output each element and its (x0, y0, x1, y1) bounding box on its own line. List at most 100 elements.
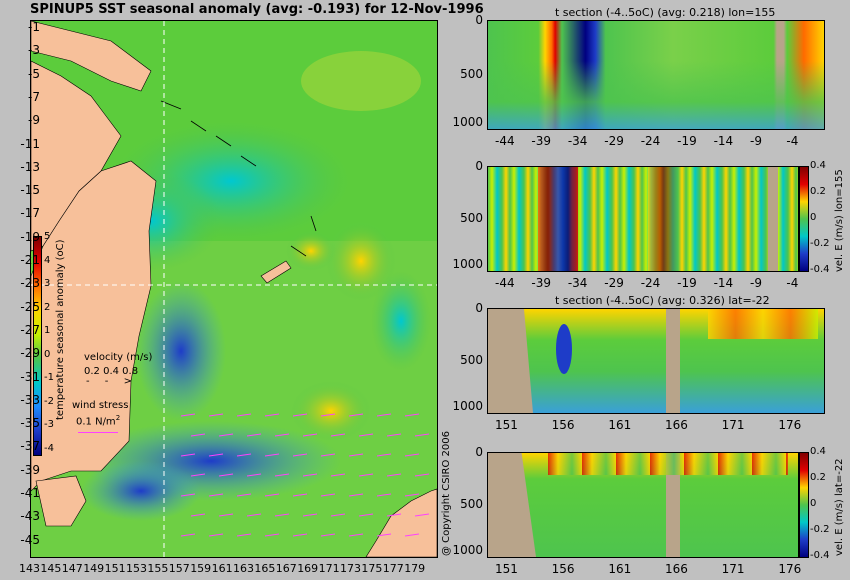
map-lat-tick: -43 (20, 509, 40, 524)
section-y-tick: 0 (475, 13, 483, 27)
map-lon-tick: 147 (61, 562, 83, 575)
map-colorbar-tick: 0 (44, 348, 51, 360)
section4-plot (487, 452, 799, 558)
section-x-tick: 176 (778, 562, 802, 576)
sst-map (30, 20, 438, 558)
wind-arrow (236, 453, 252, 457)
wind-arrow (302, 473, 318, 477)
section-x-tick: -4 (786, 276, 799, 290)
section-colorbar-tick: -0.4 (810, 550, 830, 561)
map-colorbar-tick: -2 (44, 395, 54, 407)
section-x-tick: 166 (665, 418, 688, 432)
section-x-tick: -29 (604, 276, 624, 290)
section-y-tick: 1000 (452, 543, 483, 557)
wind-arrow (386, 473, 402, 477)
map-lon-tick: 155 (147, 562, 169, 575)
wind-arrow (264, 453, 280, 457)
map-lat-tick: -25 (20, 299, 40, 314)
map-lon-tick: 171 (318, 562, 340, 575)
section-x-tick: -14 (713, 276, 734, 290)
velocity-label: velocity (m/s) (84, 352, 153, 363)
wind-arrow (386, 433, 402, 437)
map-lat-tick: -37 (20, 439, 40, 454)
map-lat-tick: -1 (28, 20, 40, 34)
wind-arrow (348, 453, 364, 457)
map-lon-tick: 159 (190, 562, 212, 575)
map-lat-tick: -9 (28, 113, 40, 128)
map-lon-tick: 177 (382, 562, 404, 575)
wind-arrow (404, 453, 420, 457)
sst-map-canvas (31, 21, 437, 557)
section-x-tick: 176 (778, 418, 802, 432)
map-colorbar (33, 236, 42, 456)
section-x-tick: 161 (608, 418, 632, 432)
section2-plot (487, 166, 799, 272)
map-colorbar-tick: 2 (44, 301, 51, 313)
wind-arrow (404, 533, 420, 537)
wind-scale: 0.1 N/m2 (76, 414, 120, 427)
wind-arrow (274, 433, 290, 437)
new-caledonia-land (260, 260, 292, 284)
section-y-tick: 500 (460, 67, 483, 81)
section4-colorbar-label: vel. E (m/s) lat=-22 (834, 458, 845, 556)
map-lon-tick: 167 (275, 562, 297, 575)
map-lon-tick: 169 (297, 562, 319, 575)
map-lat-tick: -29 (20, 346, 40, 361)
section-x-tick: 151 (495, 562, 518, 576)
map-colorbar-tick: 5 (44, 231, 51, 242)
section-x-tick: -9 (750, 134, 762, 148)
wind-arrow (386, 513, 402, 517)
section-x-tick: -19 (677, 276, 697, 290)
section-x-tick: -34 (567, 134, 588, 148)
new-guinea-land (31, 21, 152, 92)
map-lat-tick: -33 (20, 392, 40, 407)
section-x-tick: 151 (495, 418, 518, 432)
section-x-tick: -4 (786, 134, 799, 148)
map-colorbar-tick: 3 (44, 278, 51, 289)
new-zealand-land (365, 488, 437, 557)
wind-arrow (414, 433, 430, 437)
map-lat-tick: -39 (20, 462, 40, 477)
section-x-tick: -14 (713, 134, 734, 148)
velocity-scale: 0.2 0.4 0.8 (84, 366, 139, 377)
wind-scale-arrow (78, 432, 118, 433)
section-colorbar-tick: -0.2 (810, 524, 830, 535)
wind-arrow (348, 493, 364, 497)
map-colorbar-tick: -3 (44, 419, 54, 430)
map-lat-tick: -19 (20, 229, 40, 244)
map-lon-tick: 145 (40, 562, 62, 575)
section-x-tick: -44 (495, 276, 515, 290)
wind-arrow (190, 513, 206, 517)
map-lat-tick: -17 (20, 206, 40, 221)
map-lon-tick: 173 (340, 562, 361, 575)
section-x-tick: 166 (665, 562, 688, 576)
wind-arrow (348, 413, 364, 417)
wind-arrow (320, 533, 336, 537)
wind-arrow (208, 453, 224, 457)
section-y-tick: 0 (475, 301, 483, 315)
section4-colorbar (799, 452, 809, 558)
wind-arrow (330, 513, 346, 517)
map-lon-tick: 161 (211, 562, 233, 575)
map-colorbar-label: temperature seasonal anomaly (oC) (55, 239, 66, 420)
wind-arrow (274, 513, 290, 517)
section3-title: t section (-4..5oC) (avg: 0.326) lat=-22 (555, 294, 770, 307)
wind-arrow (358, 473, 374, 477)
section-y-tick: 500 (460, 353, 483, 367)
map-lat-tick: -13 (20, 159, 40, 174)
wind-arrow (218, 433, 234, 437)
section-y-tick: 1000 (452, 257, 483, 271)
map-lat-tick: -3 (28, 43, 40, 58)
map-lon-tick: 165 (254, 562, 276, 575)
section2-colorbar-label: vel. E (m/s) lon=155 (834, 169, 845, 272)
wind-arrow (208, 413, 224, 417)
wind-arrow (208, 493, 224, 497)
wind-arrow (292, 413, 308, 417)
map-lat-tick: -41 (20, 486, 40, 500)
section-colorbar-tick: 0 (810, 498, 817, 509)
section-y-tick: 500 (460, 497, 483, 511)
section-x-tick: 171 (721, 418, 745, 432)
wind-arrow (236, 413, 252, 417)
tasmania-land (35, 475, 87, 527)
map-lat-tick: -35 (20, 416, 40, 431)
